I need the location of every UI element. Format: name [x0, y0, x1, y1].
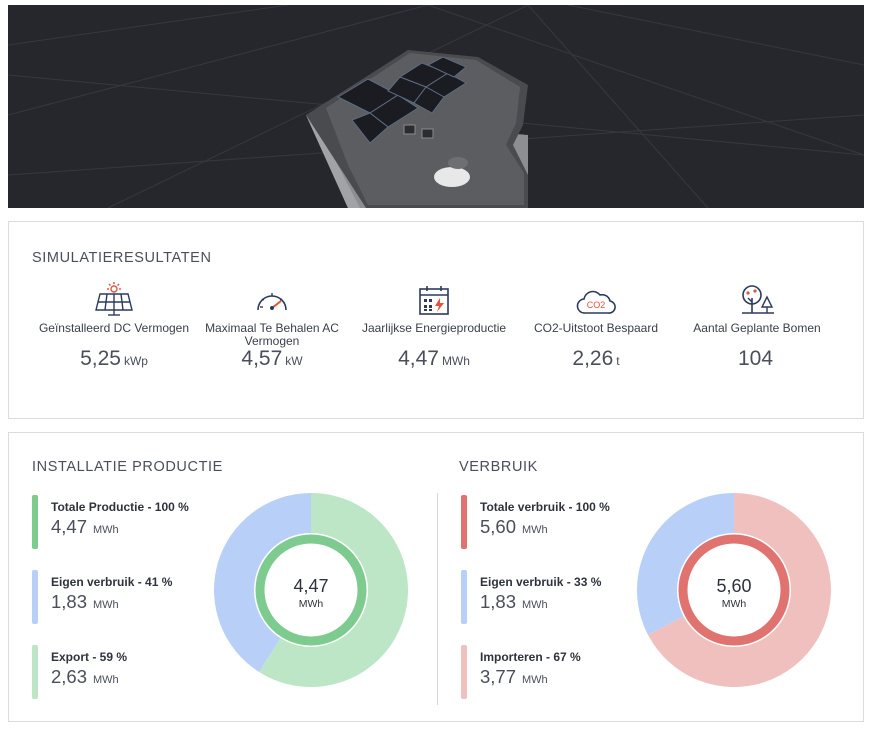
3d-building-viewer[interactable]	[8, 5, 864, 208]
legend-item-export: Export - 59 % 2,63 MWh	[32, 645, 202, 699]
donut-slice-export[interactable]	[259, 493, 408, 687]
legend-label: Export - 59 %	[51, 650, 128, 664]
legend-item-total-consumption: Totale verbruik - 100 % 5,60 MWh	[461, 495, 631, 549]
legend-color-bar	[461, 645, 467, 699]
legend-color-bar	[461, 495, 467, 549]
legend-item-total-production: Totale Productie - 100 % 4,47 MWh	[32, 495, 202, 549]
donut-slice-eigen-verbruik[interactable]	[637, 493, 734, 636]
legend-value: 1,83 MWh	[51, 591, 119, 612]
metric-annual-production: Jaarlijkse Energieproductie 4,47 MWh	[354, 282, 514, 371]
production-title: INSTALLATIE PRODUCTIE	[32, 459, 223, 475]
donut-center-value: 4,47	[293, 576, 329, 596]
metric-dc-power: Geïnstalleerd DC Vermogen 5,25 kWp	[34, 282, 194, 371]
donut-center-unit: MWh	[721, 598, 747, 610]
metric-label: Geïnstalleerd DC Vermogen	[38, 321, 190, 335]
donut-total-ring	[678, 534, 790, 646]
donut-center-unit: MWh	[298, 598, 324, 610]
donut-slice-eigen-verbruik[interactable]	[213, 493, 311, 673]
metric-label: Aantal Geplante Bomen	[693, 321, 821, 335]
donut-total-ring	[255, 534, 367, 646]
donut-slice-importeren[interactable]	[648, 493, 831, 687]
simulation-results-title: SIMULATIERESULTATEN	[32, 250, 212, 266]
legend-value: 1,83 MWh	[480, 591, 548, 612]
legend-item-import: Importeren - 67 % 3,77 MWh	[461, 645, 631, 699]
legend-color-bar	[32, 495, 38, 549]
production-donut-chart	[213, 493, 408, 687]
metric-value: 4,47 MWh	[398, 347, 470, 370]
legend-value: 5,60 MWh	[480, 516, 548, 537]
legend-item-self-consumption-usage: Eigen verbruik - 33 % 1,83 MWh	[461, 570, 631, 624]
legend-value: 4,47 MWh	[51, 516, 119, 537]
consumption-donut-chart	[637, 493, 831, 687]
metric-co2-saved: CO2 CO2-Uitstoot Bespaard 2,26 t	[516, 282, 676, 371]
metric-value: 4,57 kW	[241, 347, 303, 370]
legend-label: Totale verbruik - 100 %	[480, 500, 610, 514]
metric-value: 104	[737, 347, 774, 370]
legend-item-self-consumption: Eigen verbruik - 41 % 1,83 MWh	[32, 570, 202, 624]
production-donut-center: 4,47 MWh	[261, 576, 361, 610]
metric-label: Jaarlijkse Energieproductie	[361, 321, 507, 335]
metric-label: CO2-Uitstoot Bespaard	[533, 321, 659, 335]
legend-label: Importeren - 67 %	[480, 650, 581, 664]
legend-color-bar	[461, 570, 467, 624]
solar-panel-icon	[34, 282, 194, 316]
co2-cloud-icon: CO2	[516, 282, 676, 316]
trees-icon	[677, 282, 837, 316]
svg-text:CO2: CO2	[587, 300, 606, 310]
legend-label: Totale Productie - 100 %	[51, 500, 189, 514]
consumption-title: VERBRUIK	[459, 459, 538, 475]
consumption-donut-center: 5,60 MWh	[684, 576, 784, 610]
legend-label: Eigen verbruik - 33 %	[480, 575, 602, 589]
legend-color-bar	[32, 570, 38, 624]
donut-center-value: 5,60	[716, 576, 752, 596]
simulation-results-panel: SIMULATIERESULTATEN	[8, 221, 864, 419]
metric-ac-power: Maximaal Te Behalen AC Vermogen 4,57 kW	[192, 282, 352, 371]
metric-label: Maximaal Te Behalen AC Vermogen	[205, 321, 339, 348]
calendar-energy-icon	[354, 282, 514, 316]
section-divider	[437, 493, 438, 705]
gauge-icon	[192, 282, 352, 316]
legend-label: Eigen verbruik - 41 %	[51, 575, 173, 589]
legend-color-bar	[32, 645, 38, 699]
building-model-render	[8, 5, 864, 208]
legend-value: 2,63 MWh	[51, 666, 119, 687]
legend-value: 3,77 MWh	[480, 666, 548, 687]
metric-value: 2,26 t	[572, 347, 620, 370]
metric-value: 5,25 kWp	[80, 347, 148, 370]
metric-trees-planted: Aantal Geplante Bomen 104	[677, 282, 837, 371]
production-consumption-panel: INSTALLATIE PRODUCTIE VERBRUIK Totale Pr…	[8, 432, 864, 722]
